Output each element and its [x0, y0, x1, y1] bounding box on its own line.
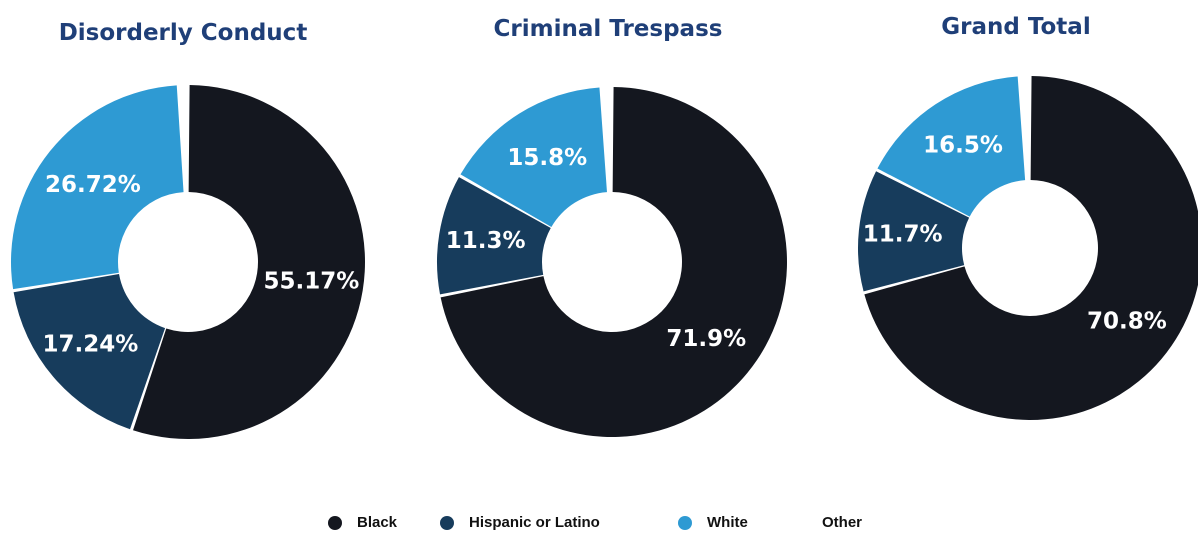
slice-white: [11, 85, 184, 290]
slice-label: 11.3%: [446, 228, 526, 254]
slice-label: 71.9%: [666, 326, 746, 352]
legend-label: Hispanic or Latino: [469, 514, 600, 531]
slice-hispanic-or-latino: [858, 171, 970, 292]
donut-chart-3: Grand Total 70.8% 11.7% 16.5%: [858, 14, 1198, 420]
chart-title: Grand Total: [941, 14, 1090, 40]
slice-label: 16.5%: [923, 133, 1003, 159]
legend-swatch-icon: [678, 516, 692, 530]
chart-title: Disorderly Conduct: [59, 20, 308, 46]
legend-swatch-icon: [793, 516, 807, 530]
slice-label: 11.7%: [863, 221, 943, 247]
chart-title: Criminal Trespass: [494, 16, 723, 42]
slice-other: [602, 87, 612, 193]
legend: Black Hispanic or Latino White Other: [328, 514, 862, 531]
donut-chart-2: Criminal Trespass 71.9% 11.3% 15.8%: [437, 16, 787, 437]
slice-white: [877, 76, 1026, 217]
slice-label: 55.17%: [263, 269, 359, 295]
slice-black: [133, 85, 366, 440]
slice-label: 70.8%: [1087, 309, 1167, 335]
legend-swatch-icon: [440, 516, 454, 530]
legend-label: White: [707, 514, 748, 531]
slice-white: [460, 87, 607, 227]
slice-label: 15.8%: [507, 145, 587, 171]
legend-label: Black: [357, 514, 398, 531]
slice-hispanic-or-latino: [437, 177, 551, 295]
legend-item-hispanic-or-latino: Hispanic or Latino: [440, 514, 600, 531]
slice-black: [864, 76, 1198, 420]
legend-label: Other: [822, 514, 862, 531]
charts-layer: Disorderly Conduct 55.17% 17.24% 26.72% Crim…: [11, 14, 1198, 440]
slice-label: 26.72%: [45, 172, 141, 198]
legend-item-white: White: [678, 514, 748, 531]
slice-other: [179, 85, 188, 193]
slice-other: [1020, 76, 1030, 181]
legend-item-black: Black: [328, 514, 398, 531]
donut-chart-1: Disorderly Conduct 55.17% 17.24% 26.72%: [11, 20, 366, 440]
legend-swatch-icon: [328, 516, 342, 530]
legend-item-other: Other: [793, 514, 862, 531]
slice-hispanic-or-latino: [13, 273, 166, 430]
slice-label: 17.24%: [43, 331, 139, 357]
slice-black: [440, 87, 787, 437]
